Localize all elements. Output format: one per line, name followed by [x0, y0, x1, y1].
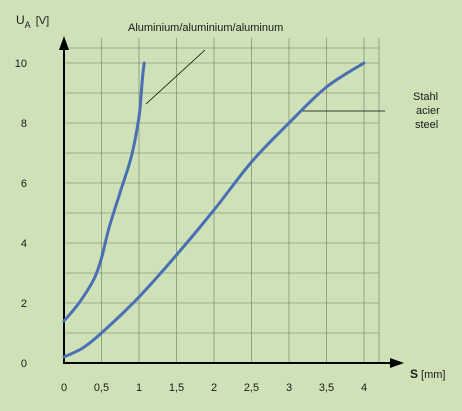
steel-label-line-1: Stahl: [413, 91, 438, 103]
x-tick-label: 0: [61, 382, 67, 394]
aluminium-leader-line: [145, 49, 206, 105]
y-axis-unit: [V]: [36, 15, 49, 27]
x-tick-label: 2: [211, 382, 217, 394]
axes: [59, 36, 404, 368]
y-tick-label: 0: [21, 358, 27, 370]
x-axis-unit: [mm]: [421, 369, 445, 381]
y-axis-subscript: A: [25, 20, 31, 30]
tick-labels: 0 2 4 6 8 10 0 0,5 1 1,5 2 2,5 3 3,5 4: [15, 58, 367, 394]
y-axis-symbol: U: [16, 13, 25, 27]
y-tick-label: 6: [21, 178, 27, 190]
x-axis-symbol: S: [410, 367, 418, 381]
x-axis-label: S [mm]: [410, 367, 445, 381]
x-tick-label: 3,5: [319, 382, 334, 394]
curves: [62, 61, 366, 359]
x-tick-label: 0,5: [94, 382, 109, 394]
y-tick-label: 2: [21, 298, 27, 310]
y-axis-label: UA [V]: [16, 13, 49, 30]
y-tick-label: 8: [21, 118, 27, 130]
steel-label-line-2: acier: [416, 105, 440, 117]
x-tick-label: 4: [361, 382, 367, 394]
aluminium-label: Aluminium/aluminium/aluminum: [128, 22, 283, 34]
y-axis-arrow: [59, 36, 69, 50]
steel-label-line-3: steel: [415, 119, 438, 131]
x-tick-label: 3: [286, 382, 292, 394]
x-tick-label: 1,5: [169, 382, 184, 394]
x-tick-label: 2,5: [244, 382, 259, 394]
steel-curve: [62, 61, 366, 359]
x-axis-arrow: [390, 358, 404, 368]
y-tick-label: 10: [15, 58, 27, 70]
x-tick-label: 1: [136, 382, 142, 394]
y-tick-label: 4: [21, 238, 27, 250]
aluminium-curve: [62, 61, 146, 323]
grid: [64, 38, 380, 363]
